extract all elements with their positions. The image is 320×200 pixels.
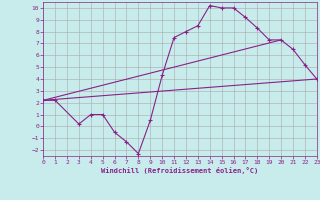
X-axis label: Windchill (Refroidissement éolien,°C): Windchill (Refroidissement éolien,°C) (101, 167, 259, 174)
